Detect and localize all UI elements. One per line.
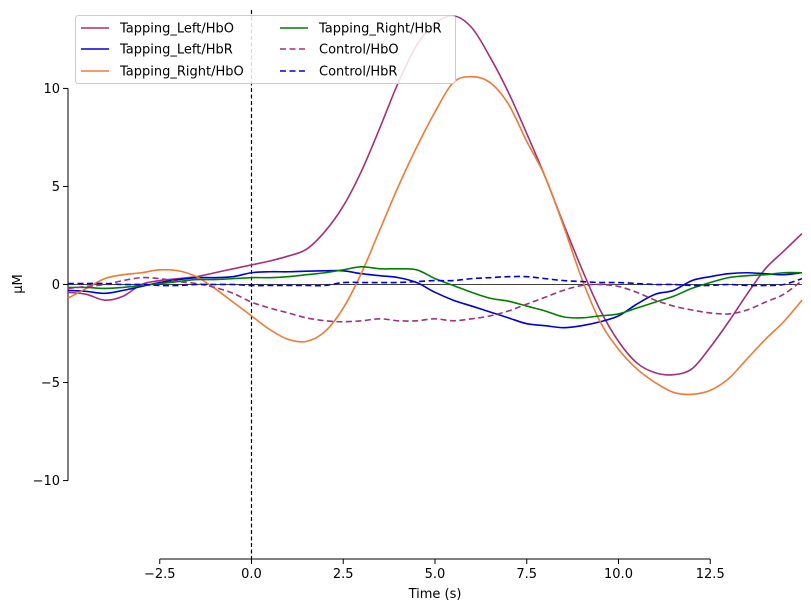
legend: Tapping_Left/HbO Tapping_Left/HbR Tapping_…	[75, 15, 456, 84]
x-tick-label: 0.0	[241, 567, 262, 582]
x-tick-label: 5.0	[425, 567, 446, 582]
x-tick-label: 2.5	[333, 567, 354, 582]
x-tick-label: 10.0	[604, 567, 633, 582]
x-tick-label: −2.5	[144, 567, 176, 582]
legend-entry: Control/HbO	[319, 43, 399, 58]
y-tick-label: −10	[33, 474, 60, 489]
axes: −10 −5 0 5 10 −2.5 0.0 2.5 5.0 7.5 10.0 12.5	[33, 82, 725, 582]
series-line-tapping-right-hbr	[67, 266, 803, 319]
series-line-tapping-right-hbo	[67, 75, 803, 396]
y-tick-label: 5	[52, 180, 60, 195]
x-tick-label: 7.5	[516, 567, 537, 582]
y-tick-label: 0	[52, 278, 60, 293]
y-tick-label: −5	[41, 376, 60, 391]
legend-entry: Control/HbR	[319, 65, 397, 80]
legend-frame	[75, 15, 456, 84]
x-tick-label: 12.5	[696, 567, 725, 582]
x-axis-label: Time (s)	[408, 587, 462, 602]
legend-entry: Tapping_Left/HbR	[119, 43, 233, 58]
series-line-control-hbo	[67, 276, 803, 323]
series-line-tapping-left-hbr	[67, 269, 803, 329]
series-line-control-hbr	[68, 275, 803, 287]
y-tick-label: 10	[43, 82, 60, 97]
legend-entry: Tapping_Right/HbR	[318, 22, 442, 37]
legend-entry: Tapping_Left/HbO	[119, 22, 234, 37]
legend-entry: Tapping_Right/HbO	[119, 65, 244, 80]
series-lines	[67, 15, 803, 396]
y-axis-label: µM	[11, 274, 26, 294]
